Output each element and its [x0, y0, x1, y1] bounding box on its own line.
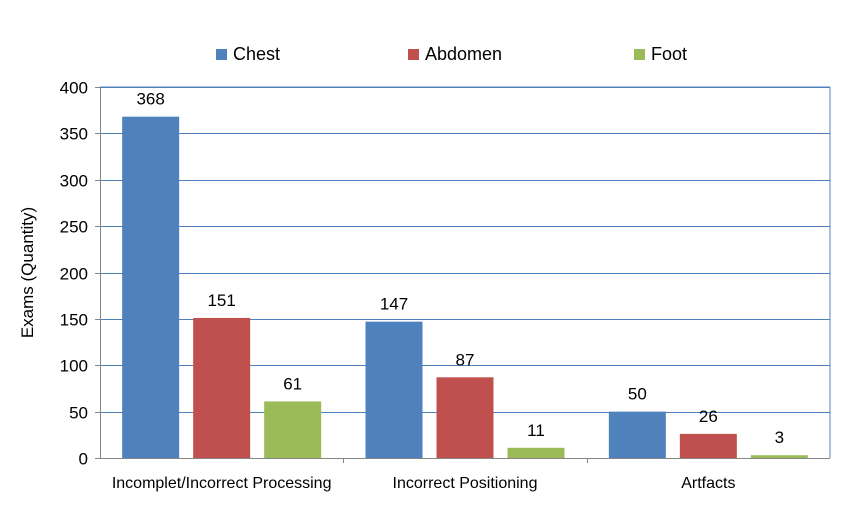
- labels: 05010015020025030035040036815161Incomple…: [18, 79, 784, 493]
- y-tick-label: 100: [60, 357, 88, 376]
- legend-label-abdomen: Abdomen: [425, 44, 503, 64]
- data-label: 87: [456, 350, 475, 369]
- y-tick-label: 0: [79, 450, 88, 469]
- bars: [122, 116, 808, 459]
- y-tick-label: 150: [60, 311, 88, 330]
- bar-chest: [122, 116, 180, 459]
- y-tick-label: 400: [60, 79, 88, 98]
- bar-abdomen: [193, 317, 251, 458]
- data-label: 26: [699, 407, 718, 426]
- legend-swatch-chest: [216, 49, 227, 60]
- legend-label-chest: Chest: [233, 44, 281, 64]
- legend-swatch-abdomen: [408, 49, 419, 60]
- chart-legend: Chest Abdomen Foot: [0, 44, 852, 68]
- y-tick-label: 300: [60, 172, 88, 191]
- legend-item-abdomen: Abdomen: [408, 44, 502, 65]
- legend-label-foot: Foot: [651, 44, 688, 64]
- x-category-label: Incomplet/Incorrect Processing: [112, 475, 332, 492]
- y-tick-label: 350: [60, 125, 88, 144]
- axes: [95, 87, 830, 463]
- data-label: 368: [136, 90, 164, 109]
- data-label: 3: [775, 428, 784, 447]
- bar-abdomen: [679, 433, 737, 458]
- y-tick-label: 200: [60, 265, 88, 284]
- legend-swatch-foot: [634, 49, 645, 60]
- y-axis-title: Exams (Quantity): [18, 207, 37, 338]
- bar-chest: [365, 321, 423, 458]
- bar-chest: [608, 411, 666, 458]
- legend-item-chest: Chest: [216, 44, 280, 65]
- x-category-label: Incorrect Positioning: [393, 475, 538, 492]
- bar-abdomen: [436, 377, 494, 458]
- legend-item-foot: Foot: [634, 44, 687, 65]
- x-category-label: Artfacts: [681, 475, 735, 492]
- bar-foot: [750, 455, 808, 458]
- data-label: 61: [283, 374, 302, 393]
- y-tick-label: 250: [60, 218, 88, 237]
- bar-foot: [507, 447, 565, 458]
- data-label: 147: [380, 295, 408, 314]
- data-label: 151: [207, 291, 235, 310]
- y-tick-label: 50: [69, 404, 88, 423]
- data-label: 11: [527, 421, 545, 440]
- data-label: 50: [628, 385, 647, 404]
- bar-foot: [264, 401, 322, 458]
